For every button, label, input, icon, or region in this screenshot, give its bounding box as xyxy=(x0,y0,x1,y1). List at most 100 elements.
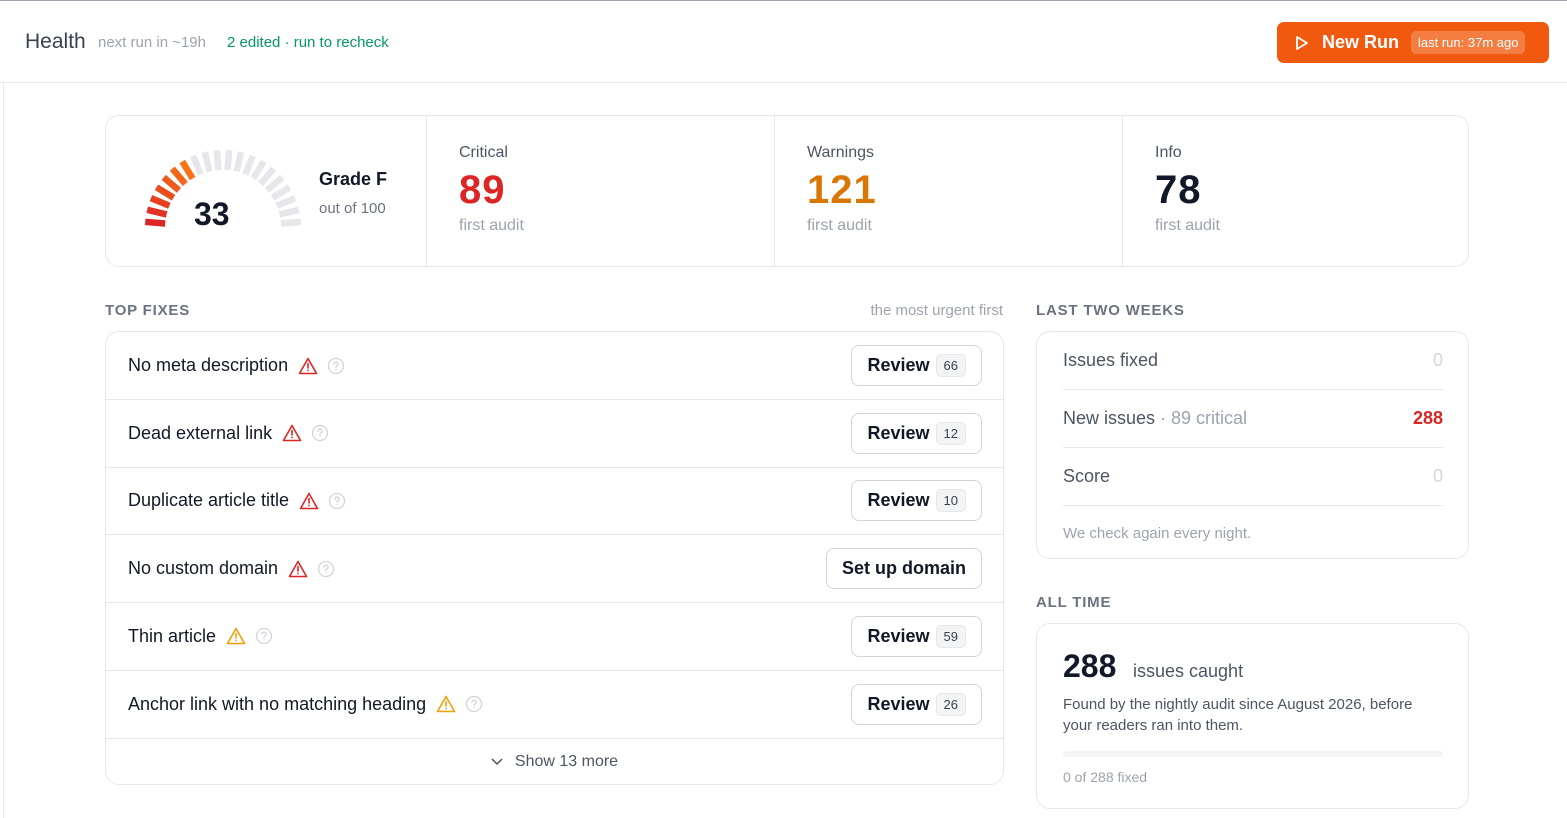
q xyxy=(261,631,267,641)
score-scale: out of 100 xyxy=(319,200,386,217)
gauge-segment xyxy=(146,206,168,218)
fix-row: No custom domain Set up domain xyxy=(106,535,1003,604)
next-run: next run in ~19h xyxy=(98,34,206,51)
all-time-unit: issues caught xyxy=(1133,661,1244,681)
fix-row: No meta description Review 66 xyxy=(106,332,1003,400)
gauge-segment xyxy=(179,159,196,181)
summary-card: 33 Grade F out of 100 Critical 89 first au… xyxy=(105,115,1469,267)
all-time-count: 288 xyxy=(1063,648,1117,684)
action-button[interactable]: Set up domain xyxy=(825,548,982,590)
triangle xyxy=(436,695,456,713)
fix-name: No meta description xyxy=(128,355,289,375)
progress-label: 0 of 288 fixed xyxy=(1063,769,1148,785)
last-run-badge: last run: 37m ago xyxy=(1411,31,1526,54)
fix-name: Anchor link with no matching heading xyxy=(128,693,427,714)
stat-row: Score 0 xyxy=(1063,448,1443,506)
triangle xyxy=(299,492,319,510)
edited-link[interactable]: 2 edited · run to recheck xyxy=(227,34,389,51)
count-badge: 66 xyxy=(935,354,966,377)
gauge-segment xyxy=(149,195,171,209)
triangle xyxy=(282,424,302,442)
fix-row: Thin article Review 59 xyxy=(106,603,1003,671)
gauge-segment xyxy=(242,154,256,176)
stat-label: Info xyxy=(1155,144,1182,161)
q xyxy=(323,564,329,573)
action-button[interactable]: Review 59 xyxy=(851,615,982,657)
action-button[interactable]: Review 12 xyxy=(851,412,982,454)
fix-name: Thin article xyxy=(128,625,217,646)
help-icon[interactable] xyxy=(311,424,329,442)
severity-icon xyxy=(299,492,319,510)
severity-icon xyxy=(436,695,456,713)
section-title: TOP FIXES xyxy=(105,302,191,319)
help-icon[interactable] xyxy=(465,695,483,713)
stat-row: Issues fixed 0 xyxy=(1063,332,1443,390)
help-icon[interactable] xyxy=(255,627,273,645)
recent-card: We check again every night. Issues fixed… xyxy=(1036,331,1469,559)
count-badge: 10 xyxy=(935,489,966,513)
stat-label: Warnings xyxy=(807,144,874,161)
gauge-segment xyxy=(280,218,302,227)
help-icon[interactable] xyxy=(317,560,335,578)
row-name: Issues fixed xyxy=(1063,350,1159,370)
all-time-card: 288 issues caught Found by the nightly a… xyxy=(1036,623,1469,809)
top-bar: Health next run in ~19h 2 edited · run t… xyxy=(0,0,1567,83)
circle xyxy=(311,425,329,442)
help-icon[interactable] xyxy=(327,357,345,375)
action-label: Review xyxy=(867,490,930,511)
action-label: Review xyxy=(867,625,930,646)
row-detail: · 89 critical xyxy=(1160,408,1248,428)
stat-value: 121 xyxy=(807,168,877,212)
new-run-button[interactable]: New Run last run: 37m ago xyxy=(1277,22,1549,63)
action-button[interactable]: Review 26 xyxy=(851,683,982,725)
count-badge: 12 xyxy=(935,421,966,445)
stat-value: 78 xyxy=(1155,168,1202,212)
gauge-segment xyxy=(275,195,297,209)
severity-icon xyxy=(282,424,302,442)
circle xyxy=(317,560,335,577)
q xyxy=(317,428,323,438)
help-icon[interactable] xyxy=(328,492,346,510)
play-icon xyxy=(1296,35,1308,50)
row-label: New issues · 89 critical xyxy=(1063,408,1247,429)
action-label: Set up domain xyxy=(841,558,966,579)
action-button[interactable]: Review 10 xyxy=(851,480,982,522)
gauge-segment xyxy=(264,174,285,193)
stat-column: Info 78 first audit xyxy=(1122,116,1470,266)
gauge-segment xyxy=(190,154,204,176)
stat-note: first audit xyxy=(459,217,524,234)
gauge-segment xyxy=(154,184,176,201)
page-title: Health xyxy=(25,30,86,53)
action-label: Review xyxy=(867,422,930,443)
stat-column: Warnings 121 first audit xyxy=(774,116,1122,266)
circle xyxy=(255,628,273,645)
circle xyxy=(466,695,483,713)
all-time-text: Found by the nightly audit since August … xyxy=(1063,696,1413,734)
gauge-segment xyxy=(169,166,188,187)
row-value: 0 xyxy=(1432,350,1443,370)
fix-row: Dead external link Review 12 xyxy=(106,400,1003,468)
row-value: 288 xyxy=(1412,408,1443,428)
score-gauge xyxy=(144,149,302,227)
gauge-segment xyxy=(258,166,277,187)
row-value: 0 xyxy=(1432,466,1443,486)
progress-track xyxy=(1063,751,1443,757)
severity-icon xyxy=(298,357,318,374)
show-more[interactable]: Show 13 more xyxy=(106,738,1003,784)
gauge-segment xyxy=(144,218,166,227)
action-label: Review xyxy=(867,355,930,375)
stat-row: New issues · 89 critical 288 xyxy=(1063,390,1443,448)
row-name: Score xyxy=(1063,466,1111,486)
count-badge: 59 xyxy=(935,624,966,648)
gauge-segment xyxy=(224,149,233,171)
triangle xyxy=(298,357,318,374)
gauge-segment xyxy=(250,159,267,181)
score-value: 33 xyxy=(194,196,230,232)
fix-row: Anchor link with no matching heading Revi… xyxy=(106,671,1003,739)
action-button[interactable]: Review 66 xyxy=(851,345,982,386)
triangle xyxy=(226,627,246,645)
gauge-segment xyxy=(213,149,222,171)
row-name: New issues xyxy=(1063,408,1156,428)
stat-note: first audit xyxy=(807,217,872,234)
